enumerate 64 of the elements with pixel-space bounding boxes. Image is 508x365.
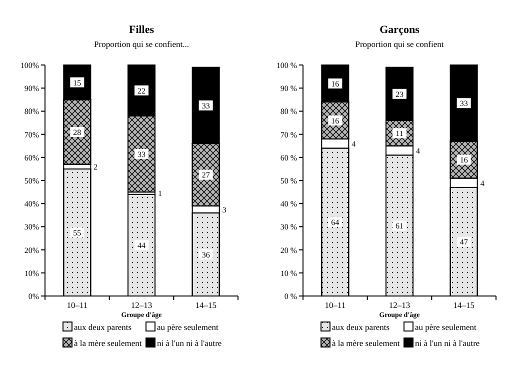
- data-label: 23: [396, 90, 404, 99]
- y-tick-label: 40%: [24, 200, 40, 209]
- y-tick-label: 100%: [20, 61, 40, 70]
- data-label: 4: [352, 140, 356, 149]
- x-tick-label: 14–15: [453, 300, 474, 310]
- data-label: 33: [138, 150, 146, 159]
- chart-subtitle: Proportion qui se confient: [355, 39, 444, 49]
- y-tick-label: 30%: [24, 222, 40, 232]
- legend-label: aux deux parents: [74, 322, 132, 332]
- data-label: 2: [94, 162, 98, 172]
- y-tick-label: 70 %: [280, 130, 298, 140]
- data-label: 16: [460, 156, 468, 165]
- data-label: 15: [73, 78, 82, 88]
- legend-label: à la mère seulement: [74, 338, 142, 348]
- legend-label: ni à l'un ni à l'autre: [415, 338, 480, 348]
- x-tick-label: 12–13: [388, 300, 410, 310]
- data-label: 61: [396, 222, 404, 231]
- x-tick-label: 12–13: [130, 300, 152, 310]
- data-label: 16: [331, 116, 340, 126]
- y-tick-label: 80 %: [280, 107, 298, 116]
- x-tick-label: 10–11: [324, 300, 346, 310]
- data-label: 64: [331, 218, 340, 228]
- y-tick-label: 90%: [24, 84, 40, 94]
- data-label: 4: [416, 146, 420, 156]
- data-label: 16: [331, 79, 340, 88]
- x-tick-label: 10–11: [66, 300, 88, 310]
- chart-subtitle: Proportion qui se confient...: [94, 39, 189, 49]
- y-tick-label: 0%: [28, 292, 40, 301]
- data-label: 36: [202, 250, 210, 260]
- legend-label: à la mère seulement: [332, 338, 400, 348]
- data-label: 22: [138, 86, 146, 96]
- y-tick-label: 80%: [24, 107, 40, 116]
- y-tick-label: 50%: [24, 176, 40, 186]
- y-tick-label: 50 %: [280, 176, 298, 186]
- data-label: 33: [202, 101, 210, 110]
- data-label: 27: [202, 170, 210, 180]
- y-tick-label: 40 %: [280, 200, 298, 209]
- y-tick-label: 20 %: [280, 246, 298, 255]
- y-tick-label: 90 %: [280, 84, 298, 94]
- y-tick-label: 10 %: [280, 268, 298, 278]
- chart-title: Garçons: [380, 24, 420, 36]
- legend-label: aux deux parents: [332, 322, 390, 332]
- data-label: 47: [460, 238, 468, 247]
- y-tick-label: 60 %: [280, 153, 298, 162]
- y-tick-label: 60%: [24, 153, 40, 162]
- data-label: 33: [460, 99, 468, 108]
- data-label: 55: [73, 228, 82, 238]
- y-tick-label: 0 %: [284, 292, 298, 301]
- legend-label: au père seulement: [415, 322, 477, 332]
- x-tick-label: 14–15: [195, 300, 216, 310]
- legend-label: ni à l'un ni à l'autre: [157, 338, 222, 348]
- data-label: 11: [396, 129, 404, 138]
- y-tick-label: 100 %: [276, 61, 298, 70]
- data-label: 4: [480, 178, 484, 188]
- data-label: 3: [222, 205, 226, 214]
- data-label: 28: [73, 128, 82, 137]
- legend-label: au père seulement: [157, 322, 219, 332]
- y-tick-label: 10%: [24, 268, 40, 278]
- data-label: 1: [158, 189, 162, 198]
- data-label: 44: [138, 241, 146, 250]
- y-tick-label: 70%: [24, 130, 40, 140]
- y-tick-label: 20%: [24, 246, 40, 255]
- chart-title: Filles: [128, 24, 155, 36]
- y-tick-label: 30 %: [280, 222, 298, 232]
